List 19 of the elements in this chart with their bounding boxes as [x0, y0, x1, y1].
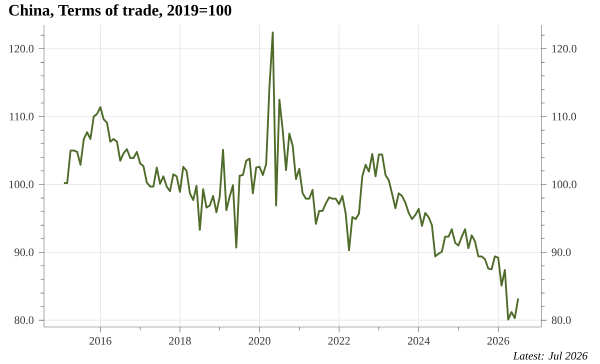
y2-tick-label: 90.0: [552, 248, 571, 256]
y-tick-label: 110.0: [10, 112, 34, 120]
y2-tick-label: 100.0: [552, 180, 576, 188]
y-tick-label: 120.0: [9, 44, 34, 53]
y2-tick-label: 80.0: [552, 316, 571, 324]
x-tick-label: 2020: [248, 337, 270, 345]
text: Latest: Jul 2026: [513, 352, 588, 360]
y2-tick-label: 110.0: [552, 112, 576, 120]
chart-title: China, Terms of trade, 2019=100: [9, 4, 232, 18]
x-tick-label: 2022: [328, 337, 350, 345]
line-series: [62, 32, 520, 320]
y-tick-label: 90.0: [14, 248, 34, 256]
x-tick-label: 2026: [487, 337, 510, 345]
y-tick-label: 80.0: [14, 316, 34, 324]
y-tick-label: 100.0: [9, 180, 34, 188]
x-tick-label: 2024: [408, 337, 430, 345]
y2-tick-label: 120.0: [552, 44, 576, 53]
x-tick-label: 2016: [90, 337, 112, 345]
x-tick-label: 2018: [169, 337, 191, 345]
